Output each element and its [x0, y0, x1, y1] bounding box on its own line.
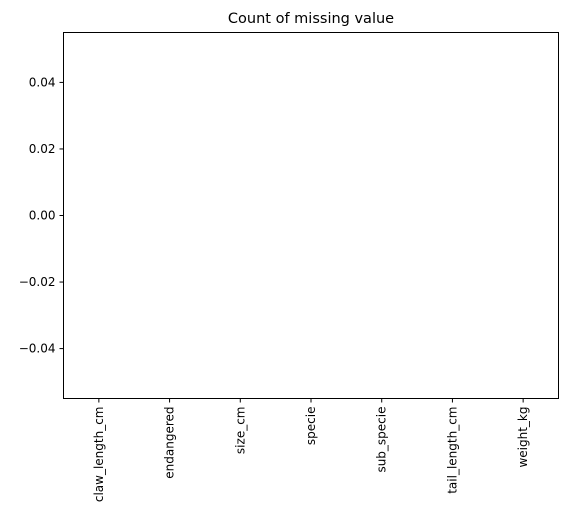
x-tick-label: tail_length_cm — [445, 407, 459, 494]
x-tick-label: specie — [304, 407, 318, 446]
y-tick-label: 0.00 — [29, 209, 56, 223]
y-tick-label: −0.02 — [19, 275, 56, 289]
x-tick-label: sub_specie — [375, 407, 389, 473]
chart-title: Count of missing value — [228, 11, 394, 27]
x-axis: claw_length_cm endangered size_cm specie sub… — [92, 398, 530, 503]
y-tick-label: 0.02 — [29, 142, 56, 156]
y-axis: 0.04 0.02 0.00 −0.02 −0.04 — [19, 75, 64, 356]
y-tick-label: −0.04 — [19, 342, 56, 356]
x-tick-label: claw_length_cm — [92, 407, 106, 503]
x-tick-label: endangered — [163, 407, 177, 479]
x-tick-label: weight_kg — [516, 407, 530, 468]
y-tick-label: 0.04 — [29, 75, 56, 89]
plot-frame — [63, 32, 559, 399]
x-tick-label: size_cm — [233, 407, 247, 455]
